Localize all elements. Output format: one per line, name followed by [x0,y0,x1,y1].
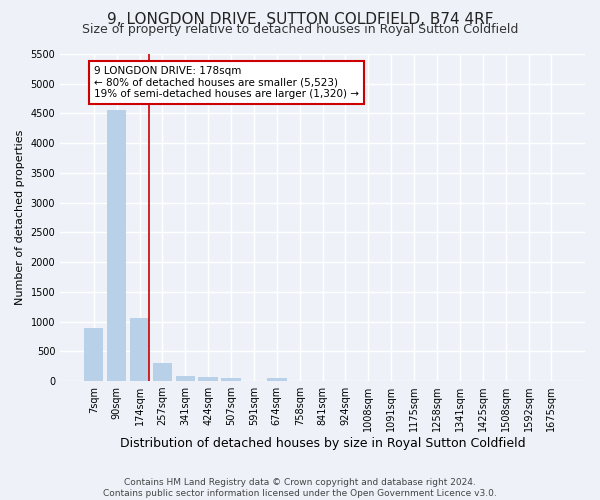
X-axis label: Distribution of detached houses by size in Royal Sutton Coldfield: Distribution of detached houses by size … [120,437,526,450]
Bar [152,363,172,381]
Y-axis label: Number of detached properties: Number of detached properties [15,130,25,305]
Text: Contains HM Land Registry data © Crown copyright and database right 2024.
Contai: Contains HM Land Registry data © Crown c… [103,478,497,498]
Bar [130,318,149,381]
Bar [107,110,127,381]
Bar [221,378,241,381]
Text: Size of property relative to detached houses in Royal Sutton Coldfield: Size of property relative to detached ho… [82,22,518,36]
Bar [84,328,103,381]
Bar [199,377,218,381]
Bar [176,376,195,381]
Text: 9 LONGDON DRIVE: 178sqm
← 80% of detached houses are smaller (5,523)
19% of semi: 9 LONGDON DRIVE: 178sqm ← 80% of detache… [94,66,359,99]
Text: 9, LONGDON DRIVE, SUTTON COLDFIELD, B74 4RF: 9, LONGDON DRIVE, SUTTON COLDFIELD, B74 … [107,12,493,28]
Bar [267,378,287,381]
